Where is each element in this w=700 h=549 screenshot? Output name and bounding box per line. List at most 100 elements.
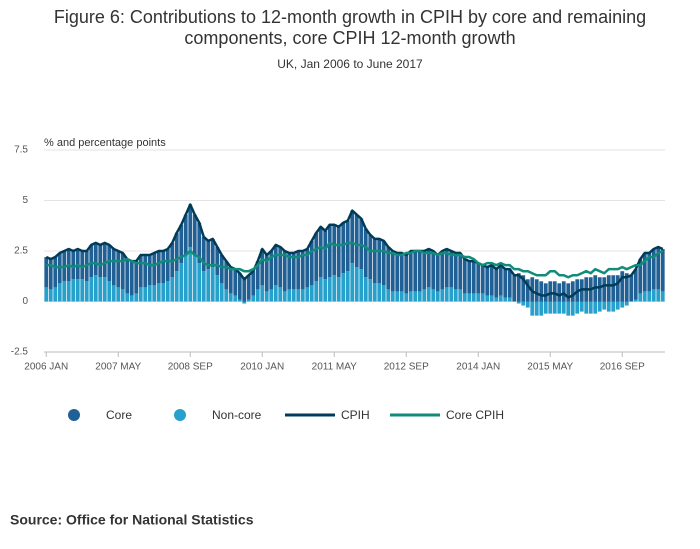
- bar: [291, 253, 296, 290]
- bar: [291, 289, 296, 302]
- legend-label: Non-core: [212, 408, 262, 422]
- bar: [300, 251, 305, 290]
- bar: [246, 299, 251, 302]
- bar: [444, 287, 449, 302]
- bar: [89, 244, 94, 278]
- bar: [197, 263, 202, 302]
- bar: [323, 279, 328, 302]
- bar: [453, 289, 458, 302]
- bar: [269, 251, 274, 290]
- bar: [89, 277, 94, 302]
- bar: [111, 248, 116, 286]
- bar: [260, 285, 265, 302]
- bar: [417, 251, 422, 292]
- bar: [174, 232, 179, 272]
- bar: [480, 293, 485, 302]
- bar: [570, 281, 575, 302]
- bar: [354, 267, 359, 302]
- bar: [210, 238, 215, 268]
- bar: [507, 297, 512, 302]
- x-tick-label: 2014 JAN: [456, 362, 500, 373]
- bar: [341, 222, 346, 274]
- bar: [566, 301, 571, 316]
- bar: [314, 232, 319, 282]
- bar: [449, 251, 454, 288]
- bar: [201, 236, 206, 272]
- bar: [597, 301, 602, 312]
- bar: [93, 242, 98, 276]
- bar: [309, 240, 314, 286]
- bar: [471, 293, 476, 302]
- bar: [206, 240, 211, 270]
- bar: [593, 301, 598, 314]
- bar: [516, 273, 521, 302]
- bar: [651, 289, 656, 302]
- bar: [458, 289, 463, 302]
- bar: [512, 275, 517, 302]
- bar: [246, 275, 251, 300]
- bar: [660, 291, 665, 302]
- x-tick-label: 2012 SEP: [384, 362, 429, 373]
- bar: [44, 257, 49, 288]
- bar: [372, 283, 377, 302]
- bar: [494, 269, 499, 298]
- bar: [485, 295, 490, 302]
- bar: [125, 293, 130, 302]
- bar: [116, 251, 121, 288]
- bar: [287, 289, 292, 302]
- bar: [201, 271, 206, 302]
- bar: [71, 279, 76, 302]
- chart-title: components, core CPIH 12-month growth: [184, 28, 515, 48]
- bar: [557, 301, 562, 314]
- bar: [354, 214, 359, 268]
- bar: [120, 253, 125, 290]
- bar: [489, 265, 494, 296]
- chart-title: Figure 6: Contributions to 12-month grow…: [54, 7, 646, 27]
- bar: [296, 251, 301, 290]
- bar: [372, 238, 377, 284]
- bar: [260, 248, 265, 286]
- bar: [152, 285, 157, 302]
- bar: [467, 293, 472, 302]
- bar: [273, 244, 278, 286]
- bar: [300, 289, 305, 302]
- bar: [602, 301, 607, 310]
- bar: [435, 255, 440, 292]
- bar: [273, 285, 278, 302]
- legend-marker: [174, 409, 186, 421]
- x-tick-label: 2010 JAN: [240, 362, 284, 373]
- bar: [53, 257, 58, 288]
- bar: [534, 301, 539, 316]
- bar: [206, 269, 211, 302]
- bar: [498, 295, 503, 302]
- x-tick-label: 2008 SEP: [168, 362, 213, 373]
- bar: [633, 269, 638, 300]
- bar: [368, 279, 373, 302]
- x-tick-label: 2006 JAN: [24, 362, 68, 373]
- bar: [413, 251, 418, 292]
- bar: [417, 291, 422, 302]
- bar: [251, 295, 256, 302]
- bar: [390, 251, 395, 292]
- bar: [552, 281, 557, 302]
- bar: [615, 301, 620, 310]
- x-tick-label: 2011 MAY: [312, 362, 358, 373]
- bar: [453, 253, 458, 290]
- legend-label: CPIH: [341, 408, 370, 422]
- bar: [431, 289, 436, 302]
- bar: [548, 301, 553, 314]
- source: Source: Office for National Statistics: [10, 512, 254, 528]
- bar: [197, 222, 202, 264]
- bar: [548, 281, 553, 302]
- bar: [390, 291, 395, 302]
- bar: [183, 214, 188, 256]
- bar: [489, 295, 494, 302]
- bar: [476, 263, 481, 294]
- bar: [282, 291, 287, 302]
- bar: [111, 285, 116, 302]
- bar: [638, 259, 643, 294]
- bar: [611, 275, 616, 302]
- bar: [48, 289, 53, 302]
- bar: [557, 283, 562, 302]
